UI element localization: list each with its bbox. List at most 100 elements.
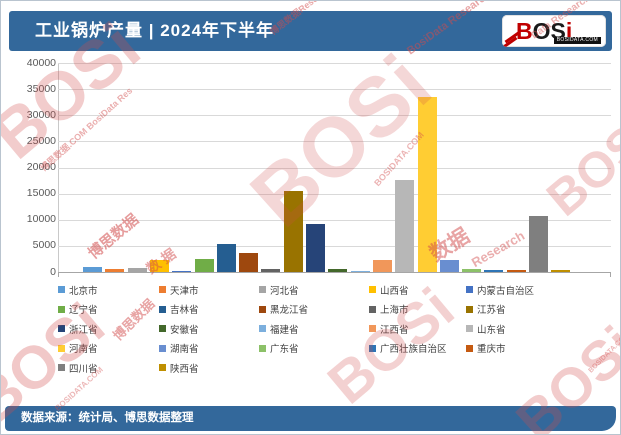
bar	[328, 269, 348, 272]
legend-label: 湖南省	[170, 344, 199, 356]
legend-item: 辽宁省	[58, 300, 159, 320]
y-axis-tick-label: 40000	[26, 56, 56, 69]
bar	[506, 270, 526, 272]
legend-item: 陕西省	[159, 358, 259, 378]
legend-item: 黑龙江省	[259, 300, 369, 320]
legend-label: 黑龙江省	[270, 305, 309, 317]
source-note: 数据来源：统计局、博思数据整理	[21, 412, 194, 424]
bar	[417, 97, 437, 272]
bar	[194, 259, 214, 272]
gridline	[58, 63, 611, 64]
legend-item: 重庆市	[466, 339, 612, 359]
bar	[439, 260, 459, 272]
chart-region: 0 5000 10000 15000 20000 25000 30000 35000 40000	[1, 53, 620, 283]
plot-area	[58, 63, 611, 277]
legend-item: 江西省	[369, 319, 466, 339]
y-axis-tick-label: 25000	[26, 134, 56, 147]
legend-swatch-icon	[369, 344, 376, 352]
bar	[462, 269, 482, 272]
legend-label: 内蒙古自治区	[477, 285, 535, 297]
legend-swatch-icon	[466, 286, 473, 294]
legend-label: 江苏省	[477, 305, 506, 317]
legend-swatch-icon	[369, 305, 376, 313]
legend-label: 浙江省	[69, 324, 98, 336]
legend-item: 山西省	[369, 280, 466, 300]
bar	[484, 270, 504, 272]
legend-item: 广东省	[259, 339, 369, 359]
gridline	[58, 89, 611, 91]
legend-item: 安徽省	[159, 319, 259, 339]
bar	[372, 260, 392, 272]
logo-domain-badge: BOSIDATA.COM	[553, 37, 601, 44]
gridline	[58, 141, 611, 143]
axis-tick	[610, 273, 611, 277]
x-axis-line	[58, 272, 611, 273]
bar	[395, 180, 415, 272]
legend-swatch-icon	[58, 344, 65, 352]
bar	[306, 224, 325, 272]
legend-swatch-icon	[159, 325, 166, 333]
bar	[149, 260, 169, 272]
legend-label: 安徽省	[170, 324, 199, 336]
legend-label: 广西壮族自治区	[380, 344, 447, 356]
legend-item: 广西壮族自治区	[369, 339, 466, 359]
gridline	[58, 245, 611, 247]
y-axis-tick-label: 15000	[26, 187, 56, 200]
legend-swatch-icon	[259, 286, 266, 294]
legend-label: 福建省	[270, 324, 299, 336]
bar	[529, 216, 548, 272]
legend-item: 江苏省	[466, 300, 612, 320]
legend-item: 福建省	[259, 319, 369, 339]
legend-label: 北京市	[69, 285, 98, 297]
gridline	[58, 167, 611, 169]
legend-item: 河南省	[58, 339, 159, 359]
bar	[283, 191, 303, 272]
legend-swatch-icon	[369, 286, 376, 294]
bar	[127, 268, 147, 272]
bar	[105, 269, 125, 272]
y-axis-tick-label: 5000	[32, 239, 56, 252]
legend-label: 吉林省	[170, 305, 199, 317]
legend-label: 陕西省	[170, 363, 199, 375]
legend-item: 北京市	[58, 280, 159, 300]
y-axis-tick-label: 35000	[26, 82, 56, 95]
legend-swatch-icon	[58, 364, 65, 372]
chart-title: 工业锅炉产量 | 2024年下半年	[35, 21, 275, 40]
legend-label: 辽宁省	[69, 305, 98, 317]
y-axis-tick-label: 30000	[26, 108, 56, 121]
legend-swatch-icon	[466, 325, 473, 333]
legend-label: 山西省	[380, 285, 409, 297]
legend-swatch-icon	[259, 344, 266, 352]
legend-swatch-icon	[159, 286, 166, 294]
legend-swatch-icon	[259, 325, 266, 333]
legend-item: 浙江省	[58, 319, 159, 339]
bosi-logo: BOSi BOSIDATA.COM	[502, 15, 606, 47]
footer-bar: 数据来源：统计局、博思数据整理	[5, 406, 616, 431]
legend-swatch-icon	[466, 344, 473, 352]
legend-swatch-icon	[159, 344, 166, 352]
legend-label: 山东省	[477, 324, 506, 336]
bar	[261, 269, 281, 272]
bar	[83, 267, 102, 272]
legend-item: 湖南省	[159, 339, 259, 359]
legend-label: 重庆市	[477, 344, 506, 356]
header-bar: 工业锅炉产量 | 2024年下半年 BOSi BOSIDATA.COM	[9, 11, 612, 51]
bar	[216, 244, 236, 272]
legend-swatch-icon	[159, 364, 166, 372]
bar	[551, 270, 571, 272]
gridline	[58, 219, 611, 221]
legend-item: 河北省	[259, 280, 369, 300]
y-axis-tick-label: 10000	[26, 213, 56, 226]
legend-label: 上海市	[380, 305, 409, 317]
legend-item: 四川省	[58, 358, 159, 378]
bar	[350, 271, 370, 272]
legend-swatch-icon	[58, 286, 65, 294]
legend-item: 吉林省	[159, 300, 259, 320]
legend-label: 河北省	[270, 285, 299, 297]
legend-swatch-icon	[58, 305, 65, 313]
legend: 北京市 天津市 河北省 山西省 内蒙古自治区辽宁省 吉林省 黑龙江省 上海市 江苏省浙江省 安徽省…	[58, 280, 612, 378]
bar	[239, 253, 259, 272]
legend-label: 广东省	[270, 344, 299, 356]
legend-item: 天津市	[159, 280, 259, 300]
